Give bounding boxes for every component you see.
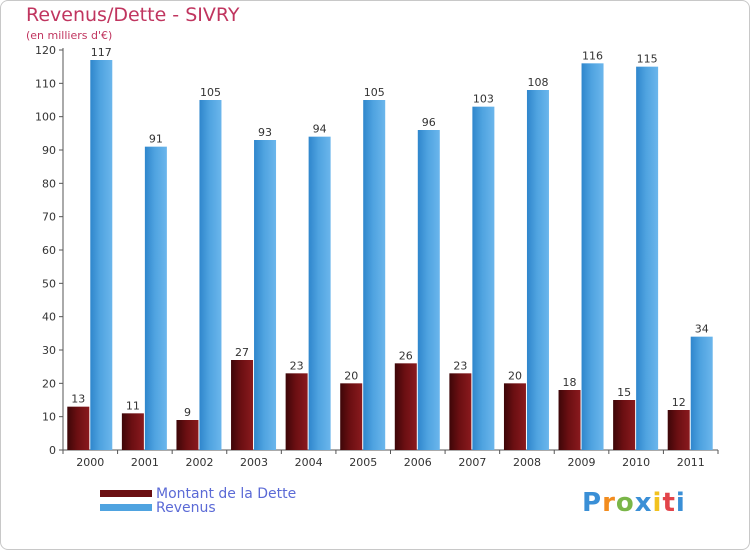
bar-dette — [449, 373, 472, 450]
data-label-revenus: 115 — [637, 53, 658, 66]
bar-dette — [667, 410, 690, 450]
logo-letter: x — [634, 488, 653, 518]
bar-revenus — [526, 90, 549, 450]
logo-letter: r — [602, 488, 616, 518]
x-tick-label: 2005 — [349, 456, 377, 469]
bar-dette — [340, 383, 363, 450]
data-label-dette: 23 — [290, 359, 304, 372]
y-tick-label: 30 — [42, 344, 56, 357]
chart-title: Revenus/Dette - SIVRY — [26, 4, 240, 26]
data-label-revenus: 105 — [200, 86, 221, 99]
x-tick-label: 2003 — [240, 456, 268, 469]
y-tick-label: 0 — [49, 444, 56, 457]
legend-label-revenus: Revenus — [156, 500, 216, 516]
y-tick-label: 40 — [42, 311, 56, 324]
chart-subtitle: (en milliers d'€) — [26, 29, 113, 42]
legend-swatch-revenus — [100, 504, 152, 511]
data-label-dette: 12 — [672, 396, 686, 409]
y-tick-label: 90 — [42, 144, 56, 157]
x-tick-label: 2006 — [404, 456, 432, 469]
data-label-dette: 27 — [235, 346, 249, 359]
x-tick-label: 2011 — [677, 456, 705, 469]
logo-letter: t — [662, 488, 676, 518]
data-label-dette: 20 — [508, 369, 522, 382]
y-tick-label: 120 — [35, 44, 56, 57]
y-tick-label: 10 — [42, 411, 56, 424]
data-label-revenus: 34 — [695, 323, 709, 336]
bar-dette — [394, 363, 417, 450]
x-tick-label: 2009 — [568, 456, 596, 469]
y-tick-label: 50 — [42, 277, 56, 290]
x-tick-label: 2001 — [131, 456, 159, 469]
logo-letter: i — [652, 488, 663, 518]
legend-label-dette: Montant de la Dette — [156, 486, 297, 502]
data-label-dette: 23 — [453, 359, 467, 372]
bar-revenus — [363, 100, 386, 450]
data-label-dette: 20 — [344, 369, 358, 382]
data-label-dette: 11 — [126, 399, 140, 412]
bar-revenus — [636, 66, 659, 451]
data-label-revenus: 105 — [364, 86, 385, 99]
bar-dette — [231, 360, 254, 450]
y-tick-label: 60 — [42, 244, 56, 257]
x-tick-label: 2007 — [458, 456, 486, 469]
y-tick-label: 20 — [42, 377, 56, 390]
bar-revenus — [199, 100, 222, 450]
logo-letter: i — [675, 488, 686, 518]
bar-dette — [176, 420, 199, 450]
logo-letter: o — [615, 488, 635, 518]
data-label-revenus: 91 — [149, 133, 163, 146]
data-label-revenus: 93 — [258, 126, 272, 139]
data-label-dette: 26 — [399, 349, 413, 362]
x-tick-label: 2004 — [295, 456, 323, 469]
data-label-revenus: 96 — [422, 116, 436, 129]
bar-revenus — [690, 336, 713, 450]
y-tick-label: 100 — [35, 111, 56, 124]
x-tick-label: 2000 — [76, 456, 104, 469]
y-tick-label: 70 — [42, 211, 56, 224]
y-tick-label: 110 — [35, 77, 56, 90]
legend-swatch-dette — [100, 490, 152, 497]
bar-revenus — [308, 136, 331, 450]
bar-dette — [121, 413, 144, 450]
logo-letter: P — [582, 488, 603, 518]
bar-revenus — [472, 106, 495, 451]
bar-dette — [67, 406, 90, 450]
bar-dette — [558, 390, 581, 450]
bar-revenus — [254, 140, 277, 450]
bar-dette — [613, 400, 636, 450]
data-label-revenus: 116 — [582, 49, 603, 62]
bar-revenus — [581, 63, 604, 450]
data-label-dette: 9 — [184, 406, 191, 419]
y-tick-label: 80 — [42, 177, 56, 190]
data-label-revenus: 117 — [91, 46, 112, 59]
data-label-dette: 18 — [563, 376, 577, 389]
bar-dette — [503, 383, 526, 450]
bar-revenus — [417, 130, 440, 450]
bar-dette — [285, 373, 308, 450]
bar-revenus — [90, 60, 113, 450]
data-label-revenus: 94 — [313, 123, 327, 136]
bar-revenus — [144, 146, 167, 450]
x-tick-label: 2008 — [513, 456, 541, 469]
proxiti-logo: Proxiti — [582, 488, 686, 518]
x-tick-label: 2010 — [622, 456, 650, 469]
x-tick-label: 2002 — [185, 456, 213, 469]
data-label-dette: 13 — [71, 393, 85, 406]
data-label-revenus: 103 — [473, 93, 494, 106]
data-label-revenus: 108 — [527, 76, 548, 89]
data-label-dette: 15 — [617, 386, 631, 399]
